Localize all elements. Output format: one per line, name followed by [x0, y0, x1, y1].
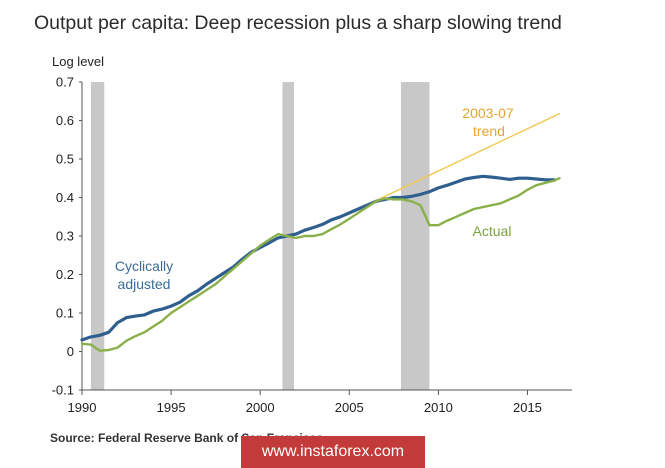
actual-label: Actual: [473, 223, 512, 239]
y-tick-label: 0.1: [56, 306, 74, 321]
x-tick-label: 1990: [68, 400, 97, 415]
recession-band-2: [400, 82, 430, 390]
y-tick-label: 0.5: [56, 152, 74, 167]
x-tick-label: 2010: [424, 400, 453, 415]
recession-bands: [90, 82, 430, 390]
y-tick-label: 0: [67, 344, 74, 359]
cyclically-adjusted-label-line1: Cyclically: [115, 258, 173, 274]
y-tick-label: 0.7: [56, 75, 74, 90]
series-line-cyclically_adjusted: [80, 174, 556, 342]
x-tick-label: 1995: [157, 400, 186, 415]
chart-title: Output per capita: Deep recession plus a…: [34, 12, 562, 34]
y-axis-label: Log level: [52, 54, 105, 69]
y-tick-label: 0.2: [56, 267, 74, 282]
x-tick-label: 2000: [246, 400, 275, 415]
series-line-trend: [366, 112, 561, 206]
series-line-actual: [80, 177, 561, 352]
y-tick-label: 0.3: [56, 229, 74, 244]
x-tick-label: 2015: [513, 400, 542, 415]
tick-labels: 0.7 0.6 0.5 0.4 0.3 0.2 0.1 0 -0.1 1990 1995 2000 20…: [52, 75, 542, 416]
trend-label-line2: trend: [473, 123, 505, 139]
series-lines: [80, 112, 561, 352]
trend-label-line1: 2003-07: [462, 105, 514, 121]
y-tick-label: -0.1: [52, 383, 74, 398]
y-tick-label: 0.4: [56, 190, 74, 205]
recession-band-0: [90, 82, 105, 390]
x-tick-label: 2005: [335, 400, 364, 415]
cyclically-adjusted-label-line2: adjusted: [118, 276, 171, 292]
watermark-banner[interactable]: www.instaforex.com: [241, 436, 425, 468]
y-tick-label: 0.6: [56, 113, 74, 128]
